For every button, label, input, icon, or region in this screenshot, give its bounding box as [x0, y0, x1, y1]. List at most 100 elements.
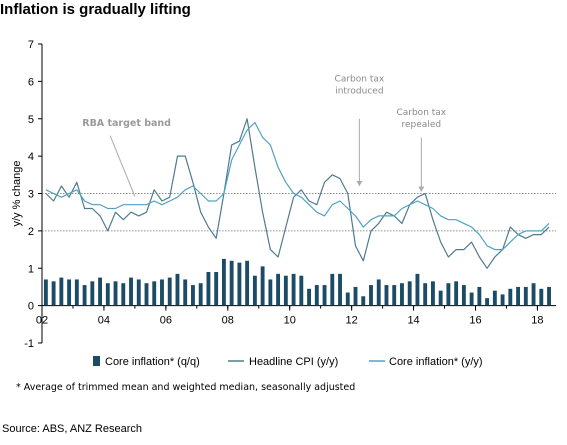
legend-swatch-core-qq — [93, 356, 100, 366]
bar-core-qq — [229, 260, 234, 306]
bar-core-qq — [446, 283, 451, 306]
annotation-rba-target-band: RBA target band — [82, 118, 171, 129]
bar-core-qq — [322, 285, 327, 306]
line-core-yy — [45, 121, 550, 251]
bar-core-qq — [160, 279, 164, 306]
y-tick-label: 2 — [28, 226, 34, 238]
bar-core-qq — [113, 281, 118, 306]
y-tick-label: 6 — [28, 76, 34, 88]
chart-footnote: * Average of trimmed mean and weighted m… — [16, 382, 356, 393]
bar-core-qq — [175, 273, 180, 306]
bar-core-qq — [423, 283, 428, 306]
bar-core-qq — [415, 273, 420, 306]
bar-core-qq — [369, 285, 373, 306]
bar-core-qq — [245, 260, 250, 306]
annotation-carbon-tax-repealed: Carbon tax repealed — [396, 108, 446, 130]
bar-core-qq — [539, 288, 544, 306]
bar-core-qq — [361, 296, 366, 306]
bar-core-qq — [59, 277, 64, 306]
annotation-arrowhead-introduced — [356, 181, 363, 187]
y-tick-label: 1 — [28, 263, 34, 275]
bar-core-qq — [206, 271, 211, 306]
bar-core-qq — [260, 266, 265, 306]
bar-core-qq — [400, 283, 404, 306]
bar-core-qq — [438, 290, 443, 306]
bar-core-qq — [214, 271, 219, 306]
bar-core-qq — [129, 277, 133, 306]
legend-label-headline: Headline CPI (y/y) — [249, 356, 338, 368]
bar-core-qq — [136, 279, 141, 306]
bar-core-qq — [345, 292, 350, 306]
y-tick-label: 4 — [28, 151, 34, 163]
bar-core-qq — [454, 281, 459, 306]
bar-core-qq — [291, 273, 296, 306]
x-tick-label: 12 — [346, 315, 358, 327]
bar-core-qq — [74, 279, 79, 306]
annotation-carbon-tax-introduced: Carbon tax introduced — [335, 74, 385, 96]
y-tick-label: 7 — [28, 39, 34, 51]
x-tick-label: 18 — [531, 315, 543, 327]
legend-label-core-yy: Core inflation* (y/y) — [389, 356, 483, 368]
bar-core-qq — [430, 281, 435, 306]
bar-core-qq — [198, 283, 203, 306]
x-tick-label: 14 — [407, 315, 419, 327]
y-tick-label: 0 — [28, 301, 34, 313]
bar-core-qq — [43, 279, 48, 306]
bar-core-qq — [338, 273, 342, 306]
bar-core-qq — [90, 281, 95, 306]
bar-core-qq — [144, 283, 149, 306]
bar-core-qq — [353, 286, 358, 306]
chart-annotations: RBA target band Carbon tax introduced Carbo… — [82, 74, 447, 197]
bar-core-qq — [523, 286, 528, 306]
bar-core-qq — [547, 286, 551, 306]
bar-core-qq — [82, 285, 87, 306]
bar-core-qq — [51, 281, 56, 306]
bar-core-qq — [492, 290, 497, 306]
bar-core-qq — [105, 283, 110, 306]
bar-core-qq — [508, 288, 513, 306]
y-tick-label: -1 — [24, 338, 34, 350]
bar-core-qq — [252, 275, 257, 306]
bar-core-qq — [167, 277, 172, 306]
bar-core-qq — [461, 285, 466, 306]
bar-core-qq — [392, 285, 397, 306]
bar-core-qq — [314, 285, 319, 306]
chart-title: Inflation is gradually lifting — [0, 1, 191, 18]
bar-core-qq — [469, 292, 474, 306]
annotation-arrow-rba — [109, 135, 136, 197]
bar-core-qq — [121, 283, 126, 306]
bar-core-qq — [477, 286, 482, 306]
line-series-group — [45, 118, 550, 269]
x-tick-label: 02 — [36, 315, 48, 327]
legend-label-core-qq: Core inflation* (q/q) — [105, 356, 200, 368]
bar-core-qq — [98, 277, 102, 306]
bar-core-qq — [330, 273, 335, 306]
bar-core-qq — [500, 294, 505, 306]
x-tick-label: 16 — [469, 315, 481, 327]
line-headline-cpi — [45, 118, 550, 269]
bar-core-qq — [516, 286, 521, 306]
bar-core-qq — [191, 285, 195, 306]
chart-legend: Core inflation* (q/q) Headline CPI (y/y) C… — [93, 356, 483, 368]
bar-core-qq — [152, 281, 157, 306]
bar-core-qq — [221, 258, 226, 306]
bar-core-qq — [531, 283, 536, 306]
bar-core-qq — [283, 275, 288, 306]
bar-core-qq — [485, 298, 490, 306]
bar-core-qq — [268, 279, 273, 306]
y-tick-label: 5 — [28, 114, 34, 126]
bar-core-qq — [407, 281, 412, 306]
x-tick-label: 06 — [160, 315, 172, 327]
bar-core-qq — [299, 275, 304, 306]
chart-source: Source: ABS, ANZ Research — [2, 423, 143, 435]
bar-core-qq — [307, 288, 311, 306]
x-tick-label: 04 — [98, 315, 110, 327]
bar-core-qq — [276, 273, 281, 306]
y-axis-label: y/y % change — [11, 160, 23, 226]
bar-core-qq — [67, 279, 72, 306]
y-tick-label: 3 — [28, 189, 34, 201]
bar-core-qq — [183, 279, 188, 306]
bar-core-qq — [237, 262, 242, 306]
